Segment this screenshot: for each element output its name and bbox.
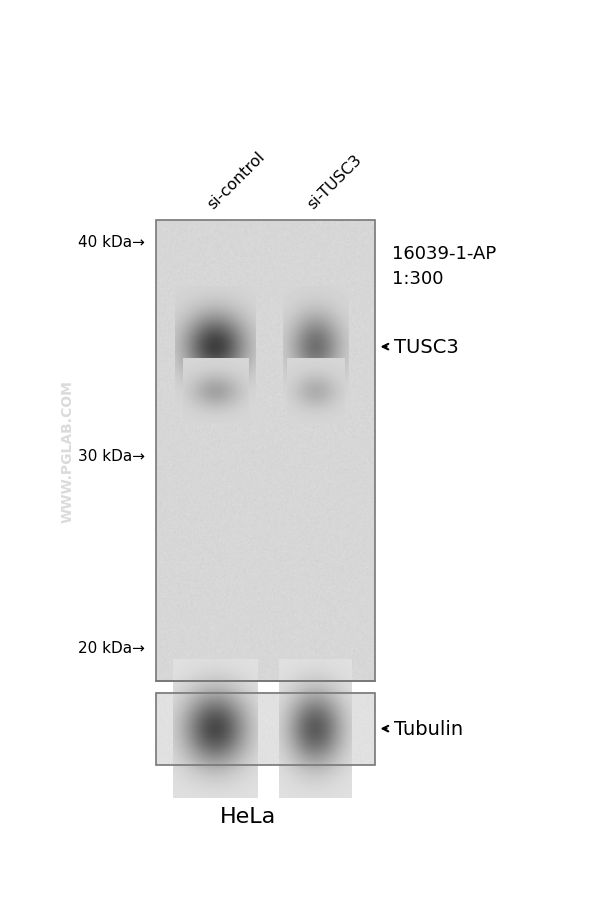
Text: 30 kDa→: 30 kDa→: [77, 448, 145, 463]
Text: 20 kDa→: 20 kDa→: [78, 640, 145, 655]
Text: HeLa: HeLa: [219, 806, 276, 826]
Text: TUSC3: TUSC3: [394, 337, 458, 357]
Text: Tubulin: Tubulin: [394, 719, 463, 739]
Text: WWW.PGLAB.COM: WWW.PGLAB.COM: [61, 380, 75, 522]
Bar: [156, 693, 375, 765]
Text: 16039-1-AP
1:300: 16039-1-AP 1:300: [392, 244, 497, 288]
Text: si-TUSC3: si-TUSC3: [305, 152, 365, 212]
Text: 40 kDa→: 40 kDa→: [78, 235, 145, 249]
Text: si-control: si-control: [205, 149, 268, 212]
Bar: [156, 221, 375, 681]
